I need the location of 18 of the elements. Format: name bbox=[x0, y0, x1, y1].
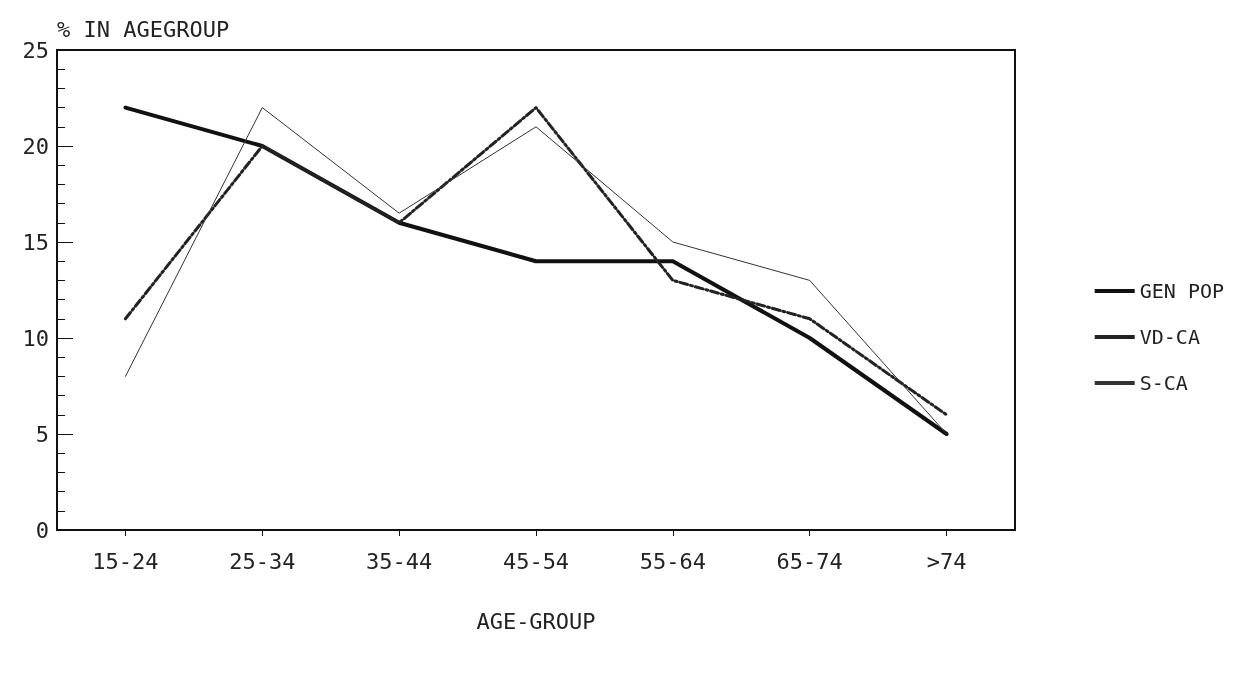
x-tick-label: >74 bbox=[926, 548, 967, 574]
y-tick-label: 0 bbox=[35, 517, 49, 543]
legend-label: GEN POP bbox=[1139, 279, 1225, 303]
x-tick-label: 45-54 bbox=[502, 548, 570, 574]
y-axis-title: % IN AGEGROUP bbox=[57, 16, 230, 42]
y-tick-label: 10 bbox=[22, 325, 49, 351]
legend-label: S-CA bbox=[1139, 371, 1188, 395]
x-tick-label: 55-64 bbox=[639, 548, 706, 574]
x-tick-label: 35-44 bbox=[366, 548, 433, 574]
y-tick-label: 25 bbox=[22, 37, 49, 63]
legend-label: VD-CA bbox=[1139, 325, 1200, 349]
x-tick-label: 65-74 bbox=[776, 548, 843, 574]
x-tick-label: 15-24 bbox=[92, 548, 159, 574]
y-tick-label: 20 bbox=[22, 133, 49, 159]
y-tick-label: 15 bbox=[22, 229, 49, 255]
x-tick-label: 25-34 bbox=[229, 548, 296, 574]
y-tick-label: 5 bbox=[35, 421, 49, 447]
x-axis-title: AGE-GROUP bbox=[476, 608, 596, 634]
